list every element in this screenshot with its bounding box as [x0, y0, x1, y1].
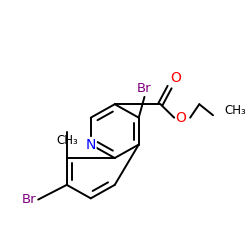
Text: Br: Br [137, 82, 152, 95]
Text: N: N [86, 138, 96, 151]
Text: Br: Br [22, 193, 36, 206]
Text: CH₃: CH₃ [224, 104, 246, 117]
Text: CH₃: CH₃ [56, 134, 78, 147]
Text: O: O [175, 111, 186, 125]
Text: O: O [171, 71, 181, 85]
